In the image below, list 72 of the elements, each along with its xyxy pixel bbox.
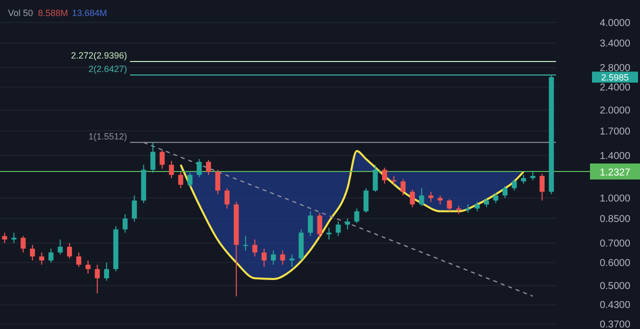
candlestick bbox=[512, 178, 517, 192]
y-tick-label: 0.4300 bbox=[600, 300, 631, 312]
candlestick bbox=[382, 167, 388, 184]
candlestick bbox=[502, 185, 508, 198]
candlestick bbox=[160, 150, 165, 170]
candlestick bbox=[94, 264, 100, 294]
candlestick bbox=[58, 239, 63, 255]
candlestick bbox=[345, 218, 350, 230]
candlestick bbox=[410, 188, 415, 208]
y-tick-label: 0.6000 bbox=[600, 258, 631, 270]
y-tick-label: 1.7000 bbox=[600, 126, 631, 138]
text: 2.5985 bbox=[601, 72, 629, 83]
candlestick bbox=[428, 191, 434, 202]
candlestick bbox=[187, 172, 192, 188]
candlestick bbox=[168, 160, 174, 179]
y-tick-label: 2.0000 bbox=[600, 106, 631, 117]
candlestick bbox=[484, 197, 489, 208]
ref-line-label: 2.272(2.9396) bbox=[70, 50, 127, 61]
candlestick bbox=[243, 236, 248, 252]
candlestick bbox=[150, 142, 156, 174]
candlestick bbox=[419, 188, 424, 206]
candlestick bbox=[280, 250, 286, 266]
candlestick bbox=[39, 252, 44, 266]
candlestick bbox=[354, 208, 360, 224]
y-tick-label: 0.3700 bbox=[600, 319, 631, 329]
y-tick-label: 0.5000 bbox=[600, 281, 631, 292]
candlestick bbox=[206, 159, 211, 176]
y-tick-label: 0.8500 bbox=[600, 214, 631, 226]
candlestick bbox=[86, 260, 91, 274]
candlestick bbox=[178, 171, 184, 189]
candlestick bbox=[224, 188, 230, 210]
candlestick bbox=[336, 221, 341, 237]
candlestick bbox=[391, 175, 396, 186]
candlestick bbox=[67, 242, 72, 259]
y-tick-label: 0.7000 bbox=[600, 238, 631, 250]
candlestick bbox=[262, 248, 267, 268]
candlestick bbox=[30, 244, 35, 261]
candlestick bbox=[122, 214, 128, 234]
candlestick bbox=[540, 173, 545, 202]
annotation: 13.684M bbox=[72, 8, 108, 18]
candlestick bbox=[446, 198, 452, 212]
y-tick-label: 2.4000 bbox=[600, 82, 631, 94]
candlestick bbox=[372, 164, 378, 192]
ref-line-label: 1(1.5512) bbox=[88, 131, 127, 142]
candlestick bbox=[2, 232, 8, 244]
annotation: Vol 50 bbox=[8, 8, 34, 18]
y-tick-label: 2.8000 bbox=[600, 63, 631, 74]
candlestick bbox=[326, 227, 332, 240]
candlestick bbox=[308, 210, 313, 237]
y-tick-label: 1.0000 bbox=[600, 193, 631, 204]
candlestick bbox=[48, 248, 54, 264]
candlestick bbox=[493, 192, 498, 204]
candlestick bbox=[364, 188, 369, 214]
candlestick bbox=[289, 254, 294, 268]
candlestick bbox=[270, 250, 276, 266]
ref-line-label: 1.2327 bbox=[600, 167, 631, 178]
candlestick bbox=[104, 262, 110, 282]
candlestick bbox=[474, 201, 480, 212]
candlestick bbox=[317, 212, 322, 238]
ref-line-label: 2(2.6427) bbox=[88, 64, 127, 74]
candlestick bbox=[196, 158, 202, 178]
candlestick bbox=[76, 252, 82, 268]
candlestick bbox=[215, 169, 220, 195]
y-tick-label: 1.4000 bbox=[600, 150, 631, 162]
candlestick bbox=[132, 194, 137, 222]
candlestick bbox=[20, 236, 26, 253]
y-tick-label: 3.4000 bbox=[600, 38, 631, 50]
y-tick-label: 4.0000 bbox=[600, 18, 631, 30]
candlestick bbox=[252, 239, 258, 257]
candlestick bbox=[400, 178, 406, 196]
annotation: 8.588M bbox=[38, 8, 68, 18]
candlestick bbox=[530, 170, 536, 181]
